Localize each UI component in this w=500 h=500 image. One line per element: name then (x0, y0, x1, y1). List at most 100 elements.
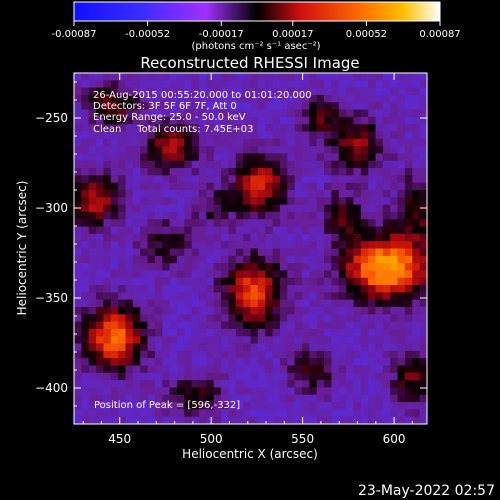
heatmap-cell (199, 380, 207, 388)
heatmap-cell (338, 146, 347, 154)
heatmap-cell (125, 146, 134, 154)
heatmap-cell (287, 270, 296, 279)
heatmap-cell (294, 394, 303, 403)
heatmap-cell (346, 211, 354, 220)
heatmap-cell (213, 175, 222, 184)
heatmap-cell (346, 394, 354, 403)
heatmap-cell (331, 350, 340, 359)
heatmap-cell (132, 409, 141, 418)
heatmap-cell (397, 343, 406, 352)
heatmap-cell (412, 292, 421, 301)
heatmap-cell (316, 116, 325, 125)
heatmap-cell (301, 285, 310, 293)
heatmap-cell (221, 263, 229, 271)
heatmap-cell (338, 116, 347, 125)
heatmap-cell (294, 226, 303, 235)
heatmap-cell (96, 343, 104, 352)
heatmap-cell (147, 241, 156, 249)
heatmap-cell (184, 211, 193, 220)
heatmap-cell (368, 402, 376, 410)
x-axis-label: Heliocentric X (arcsec) (182, 447, 318, 461)
heatmap-cell (243, 102, 251, 110)
heatmap-cell (96, 80, 104, 89)
heatmap-cell (125, 365, 134, 374)
heatmap-cell (74, 87, 82, 96)
heatmap-cell (250, 197, 259, 206)
heatmap-cell (412, 168, 421, 176)
x-tick-label: 600 (383, 432, 406, 446)
heatmap-cell (287, 409, 296, 418)
heatmap-cell (412, 336, 421, 344)
heatmap-cell (301, 153, 310, 162)
heatmap-cell (316, 263, 325, 271)
heatmap-cell (382, 182, 391, 191)
heatmap-cell (154, 263, 163, 271)
heatmap-cell (176, 358, 185, 366)
heatmap-cell (338, 292, 347, 301)
heatmap-cell (206, 387, 215, 396)
heatmap-cell (110, 285, 119, 293)
heatmap-cell (279, 343, 288, 352)
heatmap-cell (191, 314, 200, 323)
heatmap-cell (184, 321, 193, 330)
heatmap-cell (154, 204, 163, 213)
heatmap-cell (96, 102, 104, 110)
heatmap-cell (213, 197, 222, 206)
heatmap-cell (412, 394, 421, 403)
heatmap-cell (368, 380, 376, 388)
heatmap-cell (419, 233, 428, 242)
heatmap-cell (213, 299, 222, 308)
heatmap-cell (140, 182, 148, 191)
heatmap-cell (412, 87, 421, 96)
heatmap-cell (213, 248, 222, 257)
heatmap-cell (397, 168, 406, 176)
heatmap-cell (272, 138, 281, 147)
heatmap-cell (103, 307, 112, 315)
heatmap-cell (206, 328, 215, 337)
heatmap-cell (324, 394, 332, 403)
heatmap-cell (169, 197, 178, 206)
heatmap-cell (257, 270, 266, 279)
heatmap-cell (324, 365, 332, 374)
heatmap-cell (309, 270, 318, 279)
heatmap-cell (353, 255, 362, 264)
heatmap-cell (272, 292, 281, 301)
heatmap-cell (110, 387, 119, 396)
heatmap-cell (96, 285, 104, 293)
heatmap-cell (103, 248, 112, 257)
heatmap-cell (331, 270, 340, 279)
heatmap-cell (162, 270, 170, 279)
heatmap-cell (140, 160, 148, 169)
heatmap-cell (272, 263, 281, 271)
heatmap-cell (397, 358, 406, 366)
heatmap-cell (390, 109, 398, 118)
heatmap-cell (382, 146, 391, 154)
heatmap-cell (419, 138, 428, 147)
heatmap-cell (96, 248, 104, 257)
heatmap-cell (301, 248, 310, 257)
heatmap-cell (213, 94, 222, 103)
heatmap-cell (257, 73, 266, 81)
heatmap-cell (412, 328, 421, 337)
heatmap-cell (118, 350, 126, 359)
heatmap-cell (154, 241, 163, 249)
heatmap-cell (412, 380, 421, 388)
heatmap-cell (221, 314, 229, 323)
heatmap-cell (368, 365, 376, 374)
heatmap-cell (228, 116, 237, 125)
heatmap-cell (103, 153, 112, 162)
heatmap-cell (118, 211, 126, 220)
heatmap-cell (404, 233, 413, 242)
heatmap-cell (397, 124, 406, 132)
heatmap-cell (419, 343, 428, 352)
heatmap-cell (132, 321, 141, 330)
heatmap-cell (294, 190, 303, 198)
heatmap-cell (257, 380, 266, 388)
heatmap-cell (96, 94, 104, 103)
heatmap-cell (368, 328, 376, 337)
heatmap-cell (309, 116, 318, 125)
heatmap-cell (103, 387, 112, 396)
heatmap-cell (169, 175, 178, 184)
heatmap-cell (397, 372, 406, 381)
heatmap-cell (199, 394, 207, 403)
